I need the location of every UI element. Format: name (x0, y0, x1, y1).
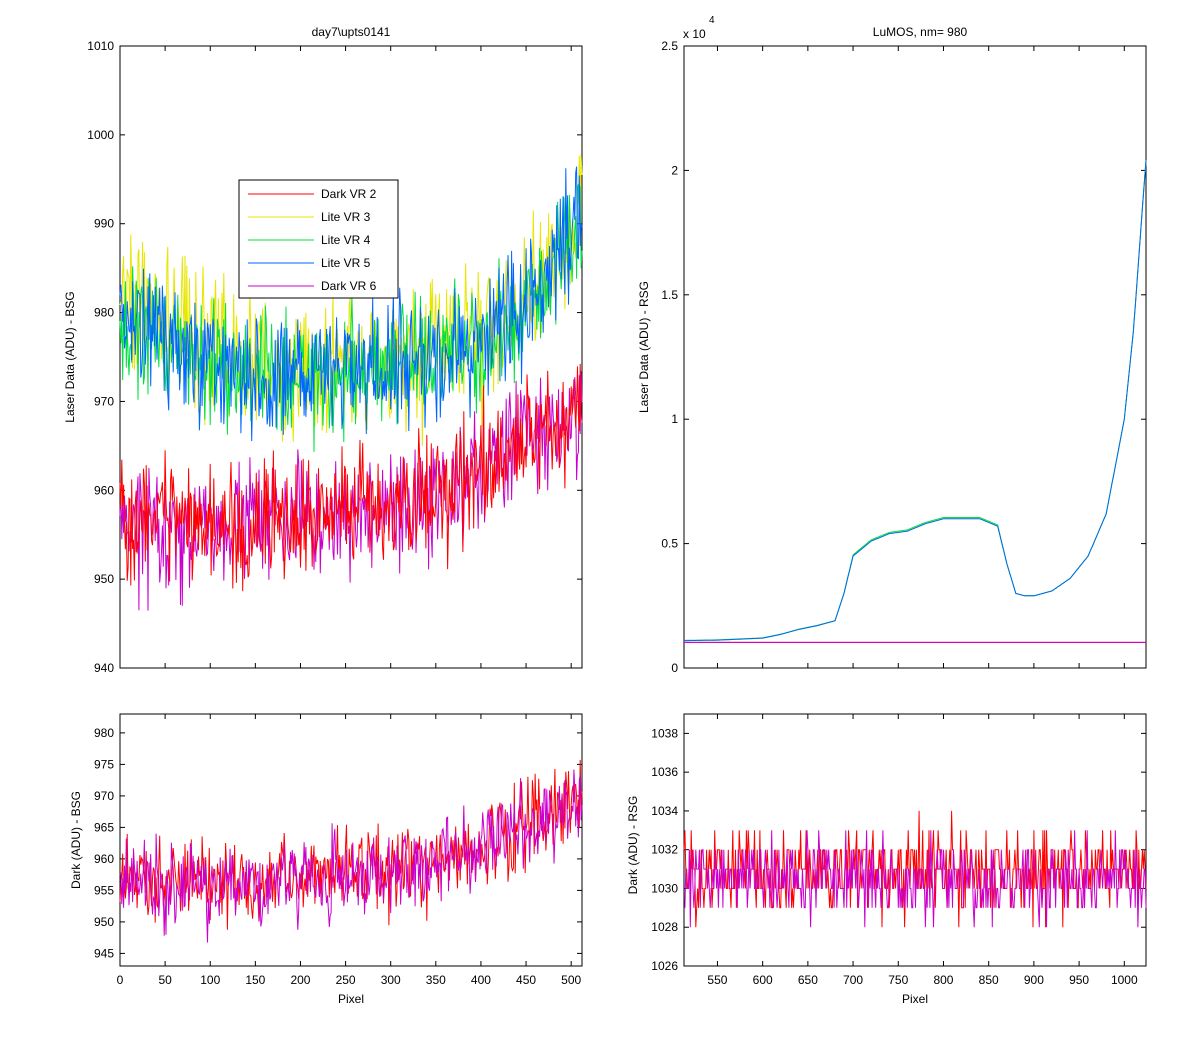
y-tick-label: 1038 (651, 726, 678, 740)
y-tick-label: 965 (94, 820, 114, 834)
x-tick-label: 50 (158, 973, 172, 987)
series-line-dark-vr-2 (119, 759, 583, 930)
y-tick-label: 955 (94, 883, 114, 897)
y-tick-label: 1034 (651, 804, 678, 818)
series-line-lite-vr-5 (684, 160, 1147, 642)
y-tick-label: 1026 (651, 959, 678, 973)
x-tick-label: 100 (200, 973, 220, 987)
series-layer (119, 154, 583, 611)
series-line-dark-vr-6 (119, 769, 583, 943)
plot-area (119, 713, 583, 967)
legend-label: Lite VR 3 (321, 210, 371, 224)
y-tick-label: 970 (94, 394, 114, 408)
y-tick-label: 1000 (87, 128, 114, 142)
bottom-right-plot: Dark (ADU) - RSG Pixel 550 600 650 700 750 80… (626, 713, 1147, 1006)
y-tick-label: 980 (94, 306, 114, 320)
plot-area (683, 713, 1147, 967)
series-line-lite-vr-5 (119, 166, 583, 442)
y-tick-label: 950 (94, 572, 114, 586)
y-tick-label: 0.5 (661, 537, 678, 551)
y-tick-label: 1010 (87, 39, 114, 53)
axis-ticks: 0 50 100 150 200 250 300 350 400 450 500 945 950 955 9… (94, 714, 582, 987)
y-tick-label: 1.5 (661, 288, 678, 302)
y-tick-label: 2 (671, 163, 678, 177)
series-layer (683, 810, 1147, 928)
y-tick-label: 960 (94, 852, 114, 866)
x-tick-label: 200 (290, 973, 310, 987)
x-tick-label: 0 (117, 973, 124, 987)
x-axis-label: Pixel (902, 992, 928, 1006)
top-left-plot: day7\upts0141 Laser Data (ADU) - BSG 940… (63, 25, 583, 675)
x-axis-label: Pixel (338, 992, 364, 1006)
y-tick-label: 950 (94, 915, 114, 929)
legend-label: Dark VR 6 (321, 279, 377, 293)
legend-label: Lite VR 4 (321, 233, 371, 247)
x-tick-label: 950 (1069, 973, 1089, 987)
axis-ticks: 0 0.5 1 1.5 2 2.5 (661, 39, 1146, 675)
y-axis-exponent: x 10 (683, 27, 706, 41)
x-tick-label: 350 (426, 973, 446, 987)
legend-entry: Lite VR 3 (248, 210, 371, 224)
series-line-dark-vr-6 (684, 830, 1147, 928)
x-tick-label: 300 (381, 973, 401, 987)
x-tick-label: 750 (888, 973, 908, 987)
y-tick-label: 940 (94, 661, 114, 675)
y-tick-label: 1030 (651, 881, 678, 895)
y-tick-label: 1 (671, 412, 678, 426)
x-tick-label: 1000 (1111, 973, 1138, 987)
legend: Dark VR 2 Lite VR 3 Lite VR 4 Lite VR 5 … (238, 179, 399, 299)
y-tick-label: 975 (94, 757, 114, 771)
series-line-dark-vr-6 (119, 371, 583, 611)
y-tick-label: 1032 (651, 843, 678, 857)
legend-label: Lite VR 5 (321, 256, 371, 270)
x-tick-label: 700 (843, 973, 863, 987)
series-layer (684, 160, 1147, 643)
y-axis-label: Dark (ADU) - RSG (626, 796, 640, 895)
y-axis-label: Dark (ADU) - BSG (69, 791, 83, 889)
y-tick-label: 0 (671, 661, 678, 675)
legend-entry: Dark VR 6 (248, 279, 377, 293)
series-layer (119, 759, 583, 943)
x-tick-label: 850 (979, 973, 999, 987)
x-tick-label: 450 (516, 973, 536, 987)
x-tick-label: 550 (707, 973, 727, 987)
y-tick-label: 1036 (651, 765, 678, 779)
x-tick-label: 600 (753, 973, 773, 987)
legend-box (238, 179, 399, 299)
top-right-plot: LuMOS, nm= 980 Laser Data (ADU) - RSG x … (637, 15, 1147, 675)
x-tick-label: 150 (245, 973, 265, 987)
plot-title: day7\upts0141 (312, 25, 391, 39)
y-tick-label: 1028 (651, 920, 678, 934)
y-tick-label: 990 (94, 217, 114, 231)
plot-area (683, 45, 1147, 669)
x-tick-label: 400 (471, 973, 491, 987)
y-tick-label: 960 (94, 483, 114, 497)
legend-entry: Lite VR 5 (248, 256, 371, 270)
y-axis-label: Laser Data (ADU) - BSG (63, 291, 77, 422)
axis-ticks: 940 950 960 970 980 990 1000 1010 (87, 39, 582, 675)
x-tick-label: 500 (561, 973, 581, 987)
bottom-left-plot: Dark (ADU) - BSG Pixel 0 50 100 150 200 250 30… (69, 713, 583, 1006)
legend-entry: Lite VR 4 (248, 233, 371, 247)
y-axis-label: Laser Data (ADU) - RSG (637, 281, 651, 413)
legend-label: Dark VR 2 (321, 187, 377, 201)
plot-title: LuMOS, nm= 980 (873, 25, 968, 39)
x-tick-label: 650 (798, 973, 818, 987)
x-tick-label: 250 (336, 973, 356, 987)
series-line-dark-vr-2 (119, 363, 583, 592)
y-axis-exponent-power: 4 (709, 15, 715, 26)
legend-entry: Dark VR 2 (248, 187, 377, 201)
y-tick-label: 970 (94, 789, 114, 803)
x-tick-label: 800 (933, 973, 953, 987)
y-tick-label: 945 (94, 946, 114, 960)
axis-ticks: 550 600 650 700 750 800 850 900 950 1000 1026 1028 1… (651, 714, 1146, 987)
y-tick-label: 980 (94, 726, 114, 740)
x-tick-label: 900 (1024, 973, 1044, 987)
y-tick-label: 2.5 (661, 39, 678, 53)
